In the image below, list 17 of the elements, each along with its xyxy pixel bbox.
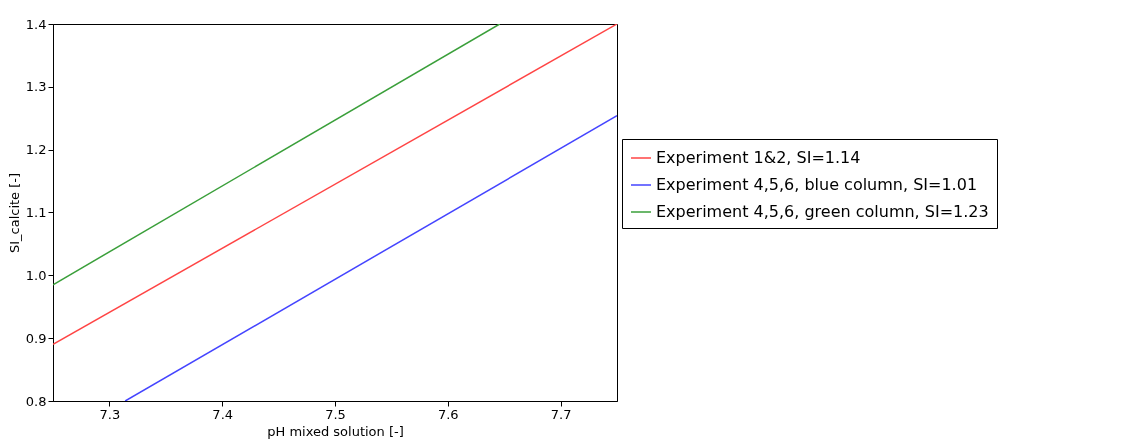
legend-label: Experiment 4,5,6, green column, SI=1.23 [656,202,989,221]
y-tick-label: 0.9 [25,330,47,346]
legend-label: Experiment 1&2, SI=1.14 [656,148,861,167]
x-axis-title: pH mixed solution [-] [267,423,404,439]
y-tick-label: 0.8 [25,393,47,409]
x-tick-label: 7.3 [99,406,121,422]
y-tick-label: 1.1 [25,205,47,220]
legend-label: Experiment 4,5,6, blue column, SI=1.01 [656,175,978,194]
x-tick-label: 7.7 [550,406,572,422]
y-tick-label: 1.3 [25,79,47,95]
x-tick-label: 7.4 [212,406,234,422]
x-tick-label: 7.5 [325,406,346,422]
y-tick-label: 1.4 [25,16,47,32]
x-tick-label: 7.6 [437,406,459,422]
y-axis-title: SI_calcite [-] [6,172,22,254]
y-tick-label: 1.0 [25,267,47,283]
y-tick-label: 1.2 [25,142,47,158]
